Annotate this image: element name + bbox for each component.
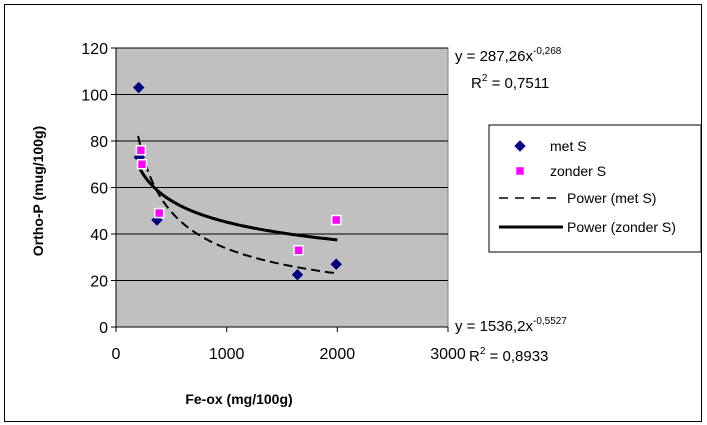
- legend-label: Power (met S): [567, 190, 656, 206]
- trendline-zonder-s: [136, 164, 338, 242]
- legend-square-icon: [514, 165, 526, 177]
- point-zonder-s: [293, 245, 304, 256]
- point-met-s: [330, 258, 342, 270]
- x-tick-label: 0: [112, 346, 121, 363]
- y-tick-label: 20: [90, 274, 108, 291]
- r2-exponent: 2: [480, 346, 486, 357]
- equation-text: y = 1536,2x: [455, 318, 533, 335]
- r2-value: = 0,7511: [487, 75, 549, 92]
- legend-label: met S: [550, 138, 587, 154]
- svg-text:y = 1536,2x-0,5527: y = 1536,2x-0,5527: [455, 316, 567, 335]
- chart-frame: 0 20 40 60 80 100 120 0 1000 2000 3000 Fe-ox (mg/1…: [4, 4, 702, 422]
- r2-value: = 0,8933: [485, 348, 548, 365]
- legend-label: zonder S: [550, 163, 606, 179]
- x-axis-title: Fe-ox (mg/100g): [185, 391, 292, 407]
- r2-exponent: 2: [482, 73, 488, 84]
- legend-diamond-icon: [514, 140, 526, 152]
- y-tick-label: 100: [81, 88, 108, 105]
- y-tick-label: 0: [99, 320, 108, 337]
- x-tick-label: 3000: [430, 346, 466, 363]
- tick-labels: 0 20 40 60 80 100 120 0 1000 2000 3000: [81, 41, 466, 363]
- equation-exponent: -0,268: [533, 46, 562, 57]
- equation-met-s: y = 1536,2x-0,5527 R2 = 0,8933: [455, 316, 567, 365]
- gridlines: [116, 47, 448, 281]
- point-zonder-s: [330, 214, 342, 226]
- axes: [111, 47, 449, 332]
- equation-text: y = 287,26x: [455, 48, 533, 65]
- svg-text:y = 287,26x-0,268: y = 287,26x-0,268: [455, 46, 562, 65]
- point-zonder-s: [153, 207, 165, 219]
- y-tick-label: 120: [81, 41, 108, 58]
- point-met-s: [291, 268, 304, 281]
- y-tick-label: 40: [90, 227, 108, 244]
- svg-text:R2 = 0,8933: R2 = 0,8933: [469, 346, 548, 365]
- equation-exponent: -0,5527: [533, 316, 567, 327]
- equation-zonder-s: y = 287,26x-0,268 R2 = 0,7511: [455, 46, 562, 92]
- x-tick-label: 1000: [209, 346, 245, 363]
- y-axis-title: Ortho-P (mug/100g): [30, 126, 46, 256]
- r2-label: R: [469, 348, 480, 365]
- x-tick-label: 2000: [320, 346, 356, 363]
- point-met-s: [132, 81, 145, 94]
- y-tick-label: 80: [90, 134, 108, 151]
- trendline-met-s: [137, 135, 338, 275]
- data-markers: [132, 81, 342, 281]
- chart-svg: 0 20 40 60 80 100 120 0 1000 2000 3000 Fe-ox (mg/1…: [30, 41, 702, 407]
- trendlines: [136, 135, 338, 275]
- point-zonder-s: [135, 145, 147, 156]
- r2-label: R: [471, 75, 482, 92]
- legend: met S zonder S Power (met S) Power (zonder …: [488, 124, 702, 253]
- point-zonder-s: [136, 159, 148, 170]
- legend-label: Power (zonder S): [567, 219, 676, 235]
- svg-text:R2 = 0,7511: R2 = 0,7511: [471, 73, 549, 92]
- y-tick-label: 60: [90, 181, 108, 198]
